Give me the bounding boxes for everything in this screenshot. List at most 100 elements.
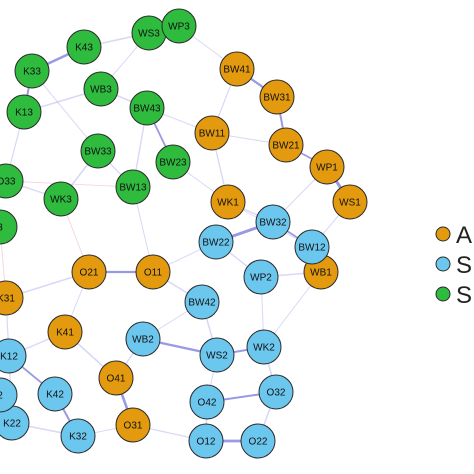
node-circle xyxy=(129,90,165,126)
node-circle xyxy=(47,314,83,350)
node-bw23: BW23 xyxy=(155,144,191,180)
node-circle xyxy=(161,8,197,44)
node-o41: O41 xyxy=(98,360,134,396)
node-label: BW43 xyxy=(133,104,161,115)
node-circle xyxy=(188,423,224,459)
node-wb3: WB3 xyxy=(83,71,119,107)
node-wb2: WB2 xyxy=(125,321,161,357)
legend: A S S xyxy=(435,222,472,309)
node-circle xyxy=(246,329,282,365)
node-label: BW32 xyxy=(259,218,287,229)
node-bw32: BW32 xyxy=(255,204,291,240)
node-k33: K33 xyxy=(14,53,50,89)
node-label: WK1 xyxy=(217,198,239,209)
node-o42: O42 xyxy=(189,384,225,420)
node-label: O11 xyxy=(144,268,163,279)
node-o22: O22 xyxy=(240,423,276,459)
node-bw11: BW11 xyxy=(194,115,230,151)
node-k41: K41 xyxy=(47,314,83,350)
node-circle xyxy=(332,184,368,220)
node-bw43: BW43 xyxy=(129,90,165,126)
node-circle xyxy=(135,254,171,290)
node-circle xyxy=(43,181,79,217)
node-circle xyxy=(210,184,246,220)
node-label: K41 xyxy=(56,328,74,339)
node-circle xyxy=(0,163,24,199)
node-circle xyxy=(0,280,24,316)
node-k31: K31 xyxy=(0,280,24,316)
node-label: O21 xyxy=(80,268,99,279)
node-label: O31 xyxy=(124,421,143,432)
node-wp2: WP2 xyxy=(243,259,279,295)
node-label: WP3 xyxy=(168,22,190,33)
node-o31: O31 xyxy=(115,407,151,443)
node-label: WK2 xyxy=(253,343,275,354)
node-label: WP2 xyxy=(250,273,272,284)
node-circle xyxy=(268,127,304,163)
node-o21: O21 xyxy=(71,254,107,290)
node-label: K12 xyxy=(0,352,18,363)
node-circle xyxy=(71,254,107,290)
node-label: WB1 xyxy=(310,268,332,279)
node-circle xyxy=(184,284,220,320)
node-label: 3 xyxy=(0,223,3,234)
node-label: K32 xyxy=(69,432,87,443)
node-circle xyxy=(80,133,116,169)
node-label: K13 xyxy=(15,108,33,119)
node-k43: K43 xyxy=(66,29,102,65)
legend-swatch-s-blue xyxy=(435,256,451,272)
legend-label-s-green: S xyxy=(456,282,472,309)
node-label: O41 xyxy=(107,374,126,385)
node-circle xyxy=(240,423,276,459)
node-label: O32 xyxy=(267,388,286,399)
node-label: WS1 xyxy=(339,198,361,209)
node-label: K22 xyxy=(3,419,21,430)
node-label: WK3 xyxy=(50,195,72,206)
legend-swatch-a xyxy=(435,226,451,242)
nodes-layer: WS3 WP3 K43 K33 WB3 K13 BW43 BW33 BW23 BW13 WK3 O33… xyxy=(0,8,368,459)
node-label: BW13 xyxy=(119,183,147,194)
node-label: BW11 xyxy=(199,129,226,140)
legend-label-a: A xyxy=(456,222,472,249)
node-wk3: WK3 xyxy=(43,181,79,217)
node-label: K33 xyxy=(23,67,41,78)
node-label: BW41 xyxy=(223,65,251,76)
node-circle xyxy=(14,53,50,89)
node-label: BW42 xyxy=(188,298,216,309)
node-ws1: WS1 xyxy=(332,184,368,220)
node-label: WB3 xyxy=(90,85,112,96)
node-label: 2 xyxy=(0,391,3,402)
node-k42: K42 xyxy=(37,376,73,412)
legend-swatch-s-green xyxy=(435,286,451,302)
node-label: O42 xyxy=(198,398,217,409)
node-o12: O12 xyxy=(188,423,224,459)
node-circle xyxy=(66,29,102,65)
node-label: BW22 xyxy=(202,238,230,249)
node-label: BW33 xyxy=(84,147,112,158)
node-wk1: WK1 xyxy=(210,184,246,220)
node-circle xyxy=(98,360,134,396)
node-o33: O33 xyxy=(0,163,24,199)
node-circle xyxy=(6,94,42,130)
node-label: BW12 xyxy=(298,243,326,254)
node-circle xyxy=(115,169,151,205)
node-bw22: BW22 xyxy=(198,224,234,260)
node-circle xyxy=(60,418,96,454)
node-circle xyxy=(194,115,230,151)
node-circle xyxy=(243,259,279,295)
node-label: K31 xyxy=(0,294,15,305)
node-circle xyxy=(83,71,119,107)
node-label: BW23 xyxy=(159,158,187,169)
node-label: K43 xyxy=(75,43,93,54)
node-circle xyxy=(125,321,161,357)
node-label: BW31 xyxy=(263,93,291,104)
node-circle xyxy=(258,374,294,410)
node-label: O33 xyxy=(0,177,16,188)
node-k13: K13 xyxy=(6,94,42,130)
node-circle xyxy=(115,407,151,443)
node-circle xyxy=(0,377,18,413)
node-label: O22 xyxy=(249,437,268,448)
node-circle xyxy=(255,204,291,240)
node-o11: O11 xyxy=(135,254,171,290)
